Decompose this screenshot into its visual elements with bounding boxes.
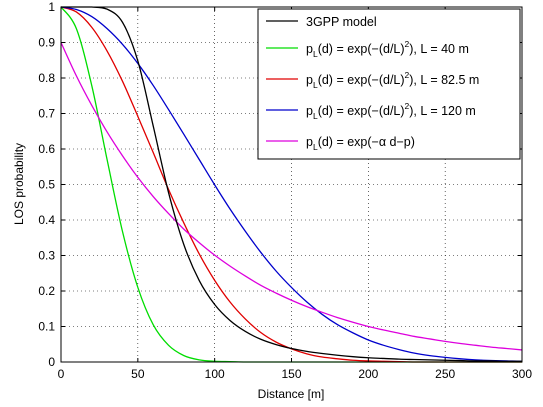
x-tick-label: 250 xyxy=(435,367,455,381)
x-tick-label: 100 xyxy=(205,367,225,381)
x-tick-label: 300 xyxy=(512,367,532,381)
y-tick-label: 0.5 xyxy=(38,178,55,192)
y-axis-label: LOS probability xyxy=(12,143,26,225)
x-tick-label: 150 xyxy=(281,367,301,381)
x-tick-label: 200 xyxy=(358,367,378,381)
legend-entry-0: 3GPP model xyxy=(306,15,377,29)
y-tick-label: 0.7 xyxy=(38,107,55,121)
x-axis-label: Distance [m] xyxy=(258,387,325,401)
y-tick-label: 0.3 xyxy=(38,249,55,263)
y-tick-label: 1 xyxy=(48,0,55,14)
y-tick-label: 0.9 xyxy=(38,36,55,50)
x-tick-label: 0 xyxy=(58,367,65,381)
x-tick-label: 50 xyxy=(131,367,145,381)
y-tick-label: 0.8 xyxy=(38,71,55,85)
y-tick-label: 0.4 xyxy=(38,213,55,227)
y-tick-label: 0.6 xyxy=(38,142,55,156)
y-tick-label: 0 xyxy=(48,355,55,369)
y-tick-label: 0.2 xyxy=(38,284,55,298)
y-tick-label: 0.1 xyxy=(38,320,55,334)
